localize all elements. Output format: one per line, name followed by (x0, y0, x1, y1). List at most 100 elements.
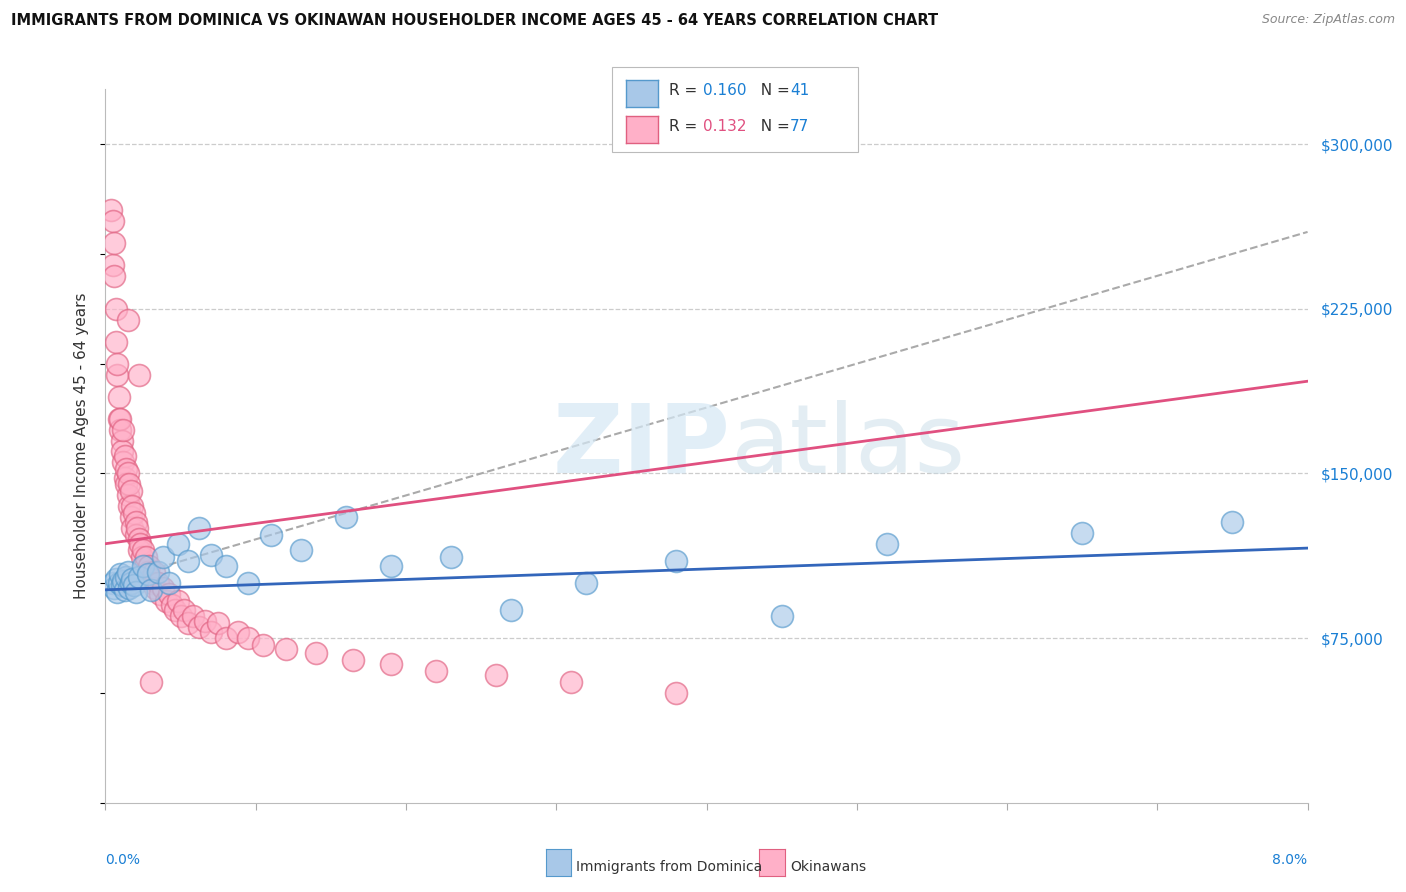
Point (104, 301, 127, 316)
Text: 8.0%: 8.0% (1272, 853, 1308, 867)
Point (148, 587, 170, 601)
Point (380, 558, 402, 573)
Point (166, 537, 188, 551)
Point (187, 521, 209, 535)
Point (125, 521, 148, 535)
Point (152, 581, 174, 595)
Point (290, 543, 312, 558)
Point (115, 477, 138, 491)
Y-axis label: Householder Income Ages 45 - 64 years: Householder Income Ages 45 - 64 years (75, 293, 90, 599)
Point (238, 631, 260, 645)
Point (111, 444, 134, 458)
Point (121, 572, 143, 586)
Point (124, 515, 146, 529)
Point (252, 638, 274, 652)
Point (142, 566, 165, 580)
Text: N =: N = (751, 120, 794, 134)
Point (108, 576, 131, 591)
Point (501, 602, 523, 616)
Point (115, 569, 138, 583)
Point (380, 657, 402, 672)
Point (108, 390, 131, 404)
Point (101, 214, 124, 228)
Point (665, 686, 688, 700)
Point (103, 581, 125, 595)
Point (122, 506, 145, 520)
Point (177, 615, 200, 630)
Point (103, 268, 125, 283)
Point (152, 549, 174, 564)
Point (143, 581, 166, 595)
Point (135, 549, 157, 564)
Point (118, 581, 141, 595)
Point (160, 598, 183, 612)
Point (214, 558, 236, 573)
Point (139, 582, 162, 597)
Point (117, 488, 139, 502)
Point (112, 423, 135, 437)
Point (260, 528, 283, 542)
Text: R =: R = (669, 120, 703, 134)
Point (187, 620, 209, 634)
Point (117, 312, 139, 326)
Point (157, 587, 180, 601)
Text: atlas: atlas (731, 400, 966, 492)
Point (101, 258, 124, 272)
Point (440, 549, 463, 564)
Point (114, 449, 136, 463)
Point (207, 615, 229, 630)
Point (128, 533, 150, 547)
Text: IMMIGRANTS FROM DOMINICA VS OKINAWAN HOUSEHOLDER INCOME AGES 45 - 64 YEARS CORRE: IMMIGRANTS FROM DOMINICA VS OKINAWAN HOU… (11, 13, 938, 29)
Point (1222, 515, 1244, 529)
Point (111, 578, 134, 592)
Point (146, 576, 169, 591)
Point (104, 572, 127, 586)
Point (226, 624, 249, 639)
Point (124, 528, 146, 542)
Point (118, 477, 141, 491)
Point (177, 554, 200, 568)
Point (110, 423, 132, 437)
Point (166, 594, 188, 608)
Text: Okinawans: Okinawans (790, 860, 866, 874)
Point (876, 537, 898, 551)
Point (118, 500, 141, 514)
Point (139, 572, 162, 586)
Point (129, 537, 152, 551)
Point (485, 668, 508, 682)
Point (117, 467, 139, 481)
Point (101, 576, 124, 591)
Point (124, 585, 146, 599)
Point (238, 576, 260, 591)
Point (141, 576, 163, 591)
Point (305, 647, 328, 661)
Text: Immigrants from Dominica: Immigrants from Dominica (576, 860, 762, 874)
Point (121, 500, 143, 514)
Point (111, 434, 134, 448)
Point (169, 609, 191, 624)
Point (114, 471, 136, 485)
Point (146, 566, 169, 580)
Text: 41: 41 (790, 84, 810, 98)
Point (107, 357, 129, 371)
Point (560, 675, 582, 690)
Text: 0.160: 0.160 (703, 84, 747, 98)
Point (181, 609, 204, 624)
Point (274, 642, 297, 657)
Point (136, 567, 159, 582)
Point (120, 576, 142, 591)
Point (200, 548, 222, 562)
Point (1071, 525, 1094, 540)
Point (132, 558, 155, 573)
Point (110, 567, 132, 582)
Point (115, 462, 138, 476)
Point (122, 578, 145, 592)
Point (134, 558, 156, 573)
Point (107, 585, 129, 599)
Point (194, 614, 217, 628)
Point (157, 576, 180, 591)
Text: 0.132: 0.132 (703, 120, 747, 134)
Point (103, 235, 125, 250)
Point (214, 631, 236, 645)
Point (136, 566, 159, 580)
